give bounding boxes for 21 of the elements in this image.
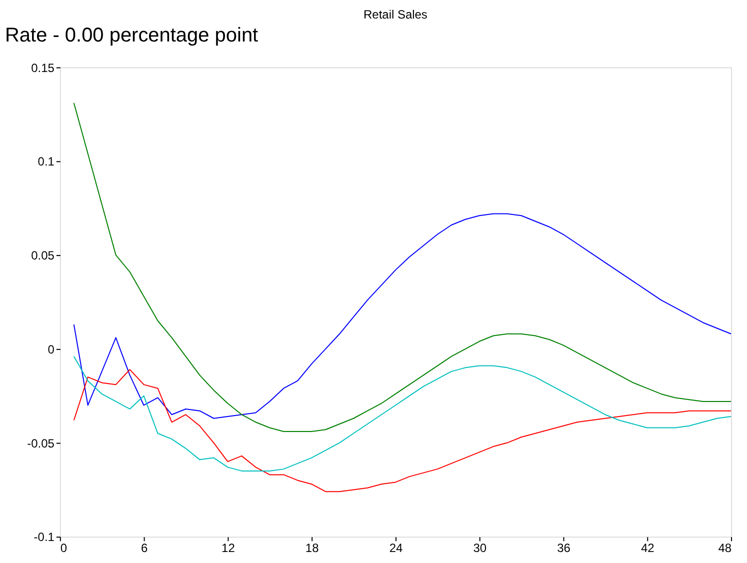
x-tick-label: 42 xyxy=(640,541,655,556)
y-tick-label: -0.05 xyxy=(27,436,55,450)
line-series xyxy=(73,369,732,492)
line-series xyxy=(73,356,732,472)
y-tick-label: -0.1 xyxy=(34,530,55,544)
x-tick-label: 6 xyxy=(140,541,148,556)
line-series xyxy=(73,213,732,419)
x-tick-label: 12 xyxy=(222,541,236,556)
x-tick-label: 18 xyxy=(305,541,320,556)
y-tick-label: 0.05 xyxy=(31,248,55,263)
line-series xyxy=(73,102,732,432)
x-tick-label: 36 xyxy=(557,541,571,556)
x-tick-label: 30 xyxy=(473,541,487,556)
chart-title: Retail Sales xyxy=(364,7,428,22)
y-tick-label: 0 xyxy=(48,342,55,356)
x-tick-label: 48 xyxy=(718,541,732,556)
y-tick-label: 0.15 xyxy=(31,60,55,75)
y-tick-label: 0.1 xyxy=(38,154,55,169)
x-tick-label: 24 xyxy=(389,541,403,556)
x-tick-label: 0 xyxy=(60,541,68,556)
text: Rate - 0.00 percentage point xyxy=(4,24,259,46)
